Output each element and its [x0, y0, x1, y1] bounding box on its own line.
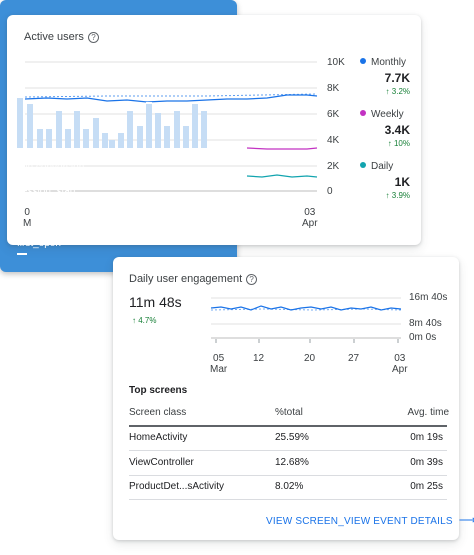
table-header-divider: [129, 425, 447, 427]
realtime-title: User active in last 30 minutes: [17, 17, 174, 31]
top-screens-title: Top screens: [129, 385, 188, 396]
help-icon[interactable]: ?: [246, 274, 258, 285]
x-label: 12: [253, 353, 265, 364]
y-tick: 0: [327, 186, 333, 197]
screen-class-cell: ProductDet...sActivity: [129, 481, 225, 492]
x-label: 05 Mar: [210, 353, 228, 375]
legend-monthly[interactable]: Monthly 7.7K ↑ 3.2%: [360, 57, 410, 96]
screen-class-cell: ViewController: [129, 457, 194, 468]
y-tick: 16m 40s: [409, 292, 448, 303]
x-label: 27: [348, 353, 360, 364]
x-label: 03 Apr: [302, 207, 318, 229]
screen-class-cell: HomeActivity: [129, 432, 188, 443]
row-divider: [129, 450, 447, 451]
active-users-chart: [24, 61, 318, 192]
realtime-subtitle: Active users per minute: [17, 71, 122, 82]
y-tick: 8K: [327, 83, 340, 94]
engagement-change: ↑ 4.7%: [132, 316, 157, 325]
legend-value: 1K: [394, 175, 410, 189]
row-divider: [129, 499, 447, 500]
top-conversions-label: Top conversion: [17, 162, 85, 173]
legend-change: ↑ 3.9%: [385, 191, 410, 200]
arrow-up-icon: ↑: [387, 139, 392, 148]
engagement-title-text: Daily user engagement: [129, 273, 243, 285]
conversion-bar: [17, 227, 65, 229]
arrow-up-icon: ↑: [385, 191, 390, 200]
conversion-item[interactable]: session_start: [17, 186, 76, 197]
legend-value: 7.7K: [384, 71, 410, 85]
conversion-bar: [17, 253, 27, 255]
arrow-up-icon: ↑: [132, 316, 136, 325]
legend-value: 3.4K: [384, 123, 410, 137]
y-tick: 2K: [327, 161, 340, 172]
dot-icon: [360, 58, 366, 64]
column-header[interactable]: %total: [275, 407, 303, 418]
column-header[interactable]: Avg. time: [407, 407, 450, 418]
active-users-title: Active users?: [24, 31, 99, 43]
dot-icon: [360, 110, 366, 116]
x-label: 03 Apr: [392, 353, 408, 375]
avg-time-cell: 0m 25s: [410, 481, 443, 492]
legend-daily[interactable]: Daily 1K ↑ 3.9%: [360, 161, 410, 200]
divider: [17, 231, 217, 232]
view-event-details-link[interactable]: VIEW SCREEN_VIEW EVENT DETAILS ⟶: [266, 513, 474, 527]
percent-cell: 12.68%: [275, 457, 309, 468]
monthly-series: [24, 94, 318, 103]
avg-time-cell: 0m 39s: [410, 457, 443, 468]
daily-series: [246, 174, 318, 178]
conversion-item[interactable]: level_complete: [17, 212, 84, 223]
active-users-title-text: Active users: [24, 31, 84, 43]
divider: [17, 180, 217, 181]
legend-change: ↑ 3.2%: [385, 87, 410, 96]
y-tick: 6K: [327, 109, 340, 120]
realtime-value: 35: [17, 38, 39, 59]
row-divider: [129, 475, 447, 476]
engagement-card: Daily user engagement? 11m 48s ↑ 4.7% 16…: [113, 257, 474, 540]
legend-weekly[interactable]: Weekly 3.4K ↑ 10%: [360, 109, 410, 148]
legend-change: ↑ 10%: [387, 139, 410, 148]
engagement-title: Daily user engagement?: [129, 273, 258, 285]
arrow-up-icon: ↑: [385, 87, 390, 96]
conversion-bar: [17, 201, 83, 203]
x-label: 20: [304, 353, 316, 364]
divider: [17, 205, 217, 206]
y-tick: 8m 40s: [409, 318, 442, 329]
weekly-series: [246, 147, 318, 150]
dot-icon: [360, 162, 366, 168]
avg-time-cell: 0m 19s: [410, 432, 443, 443]
conversion-item[interactable]: first_open: [17, 238, 61, 249]
help-icon[interactable]: ?: [87, 32, 99, 43]
arrow-right-icon: ⟶: [458, 513, 474, 527]
y-tick: 4K: [327, 135, 340, 146]
per-minute-bars: [17, 96, 207, 148]
percent-cell: 8.02%: [275, 481, 304, 492]
column-header[interactable]: Screen class: [129, 407, 187, 418]
percent-cell: 25.59%: [275, 432, 309, 443]
engagement-chart: [210, 297, 402, 343]
engagement-value: 11m 48s: [129, 294, 182, 310]
y-tick: 0m 0s: [409, 332, 437, 343]
y-tick: 10K: [327, 57, 345, 68]
